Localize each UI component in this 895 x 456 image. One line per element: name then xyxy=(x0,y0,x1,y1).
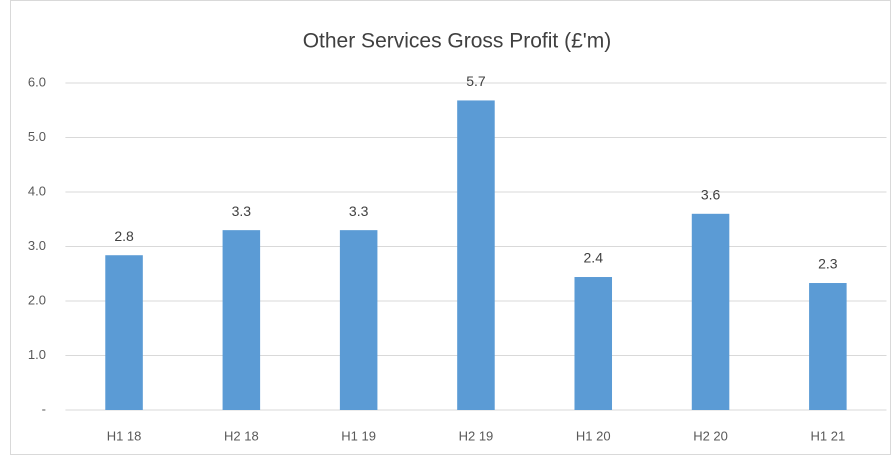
x-tick-label: H1 19 xyxy=(341,428,376,443)
y-tick-label: 1.0 xyxy=(28,347,46,362)
y-tick-label: 4.0 xyxy=(28,183,46,198)
data-label: 5.7 xyxy=(466,73,486,89)
data-label: 2.4 xyxy=(584,250,604,266)
data-label: 2.3 xyxy=(818,256,838,272)
chart-border xyxy=(10,0,891,455)
x-tick-label: H1 21 xyxy=(810,428,845,443)
y-tick-label: 5.0 xyxy=(28,129,46,144)
bar xyxy=(457,100,495,410)
data-label: 3.3 xyxy=(232,203,252,219)
x-tick-label: H2 20 xyxy=(693,428,728,443)
bar xyxy=(105,255,143,410)
data-label: 3.6 xyxy=(701,187,721,203)
bar xyxy=(691,213,730,410)
chart-title: Other Services Gross Profit (£'m) xyxy=(303,30,612,53)
y-tick-label: 3.0 xyxy=(28,238,46,253)
bar xyxy=(809,283,847,410)
data-label: 3.3 xyxy=(349,203,369,219)
bar xyxy=(222,230,261,410)
x-tick-label: H2 18 xyxy=(224,428,259,443)
data-label: 2.8 xyxy=(114,228,134,244)
x-tick-label: H2 19 xyxy=(459,428,494,443)
y-tick-label: 2.0 xyxy=(28,292,46,307)
bar xyxy=(339,230,378,410)
x-tick-label: H1 20 xyxy=(576,428,611,443)
y-tick-label: - xyxy=(42,401,46,416)
y-tick-label: 6.0 xyxy=(28,74,46,89)
x-tick-label: H1 18 xyxy=(107,428,142,443)
bar xyxy=(574,277,613,410)
